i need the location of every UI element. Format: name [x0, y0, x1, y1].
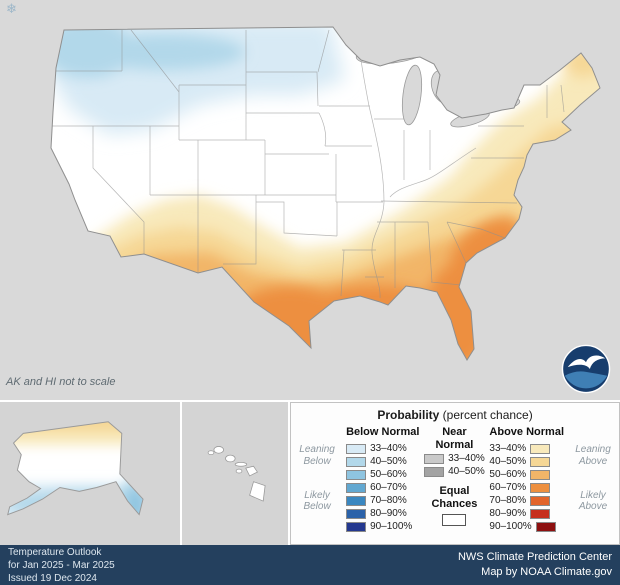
- range-label: 60–70%: [370, 482, 407, 493]
- footer-issued: Issued 19 Dec 2024: [8, 572, 97, 584]
- above-side-labels: Leaning Above Likely Above: [571, 426, 615, 533]
- footer-bar: Temperature Outlook for Jan 2025 - Mar 2…: [0, 545, 620, 585]
- alaska-inset-panel: [0, 402, 180, 545]
- legend-row: 80–90%: [489, 507, 564, 520]
- range-label: 50–60%: [370, 469, 407, 480]
- legend-row: 33–40%: [346, 442, 419, 455]
- legend-title-bold: Probability: [377, 408, 440, 422]
- noaa-logo-gull-icon: [567, 355, 606, 369]
- footer-credit: Map by NOAA Climate.gov: [481, 566, 612, 578]
- footer-period: for Jan 2025 - Mar 2025: [8, 559, 115, 571]
- scale-note: AK and HI not to scale: [6, 376, 116, 388]
- legend-row: 33–40%: [489, 442, 564, 455]
- legend-row: 90–100%: [489, 520, 564, 533]
- conus-map: [50, 26, 601, 361]
- state-borders: [52, 29, 565, 299]
- leaning-below-label: Leaning Below: [299, 444, 335, 467]
- near-normal-column: Near Normal 33–40% 40–50% Equal Chances: [424, 426, 485, 533]
- legend-title-rest: (percent chance): [439, 408, 533, 422]
- below-side-labels: Leaning Below Likely Below: [295, 426, 339, 533]
- equal-chances-swatch: [442, 514, 467, 527]
- footer-source: NWS Climate Prediction Center: [457, 551, 612, 564]
- leaning-above-label: Leaning Above: [575, 444, 611, 467]
- legend-row: 70–80%: [489, 494, 564, 507]
- below-swatch: [346, 495, 367, 506]
- range-label: 40–50%: [370, 456, 407, 467]
- alaska-inset-map: [7, 421, 144, 516]
- legend-row: 33–40%: [424, 452, 485, 465]
- near-normal-header: Near Normal: [435, 426, 474, 451]
- legend-title: Probability (percent chance): [295, 408, 615, 422]
- alaska-below-normal-region: [7, 477, 144, 515]
- above-normal-header: Above Normal: [489, 426, 564, 438]
- range-label: 70–80%: [489, 495, 527, 506]
- snowflake-icon: ❄: [6, 1, 17, 16]
- conus-map-area: ❄ AK and HI not to scale: [0, 0, 620, 400]
- legend-row: 40–50%: [489, 455, 564, 468]
- above-swatch: [530, 495, 551, 506]
- noaa-logo: [561, 344, 611, 394]
- legend-row: 90–100%: [346, 520, 419, 533]
- near-swatch: [424, 453, 445, 464]
- range-label: 40–50%: [489, 456, 527, 467]
- range-label: 33–40%: [448, 453, 485, 464]
- footer-left: Temperature Outlook for Jan 2025 - Mar 2…: [8, 546, 115, 585]
- range-label: 50–60%: [489, 469, 527, 480]
- legend-row: 40–50%: [424, 465, 485, 478]
- likely-below-label: Likely Below: [303, 489, 331, 513]
- range-label: 60–70%: [489, 482, 527, 493]
- bottom-strip: Probability (percent chance) Leaning Bel…: [0, 402, 620, 545]
- above-swatch: [530, 482, 551, 493]
- below-swatch: [346, 469, 367, 480]
- range-label: 90–100%: [489, 521, 532, 532]
- range-label: 33–40%: [489, 443, 527, 454]
- legend-row: 60–70%: [489, 481, 564, 494]
- below-swatch: [346, 482, 367, 493]
- legend-row: 60–70%: [346, 481, 419, 494]
- range-label: 33–40%: [370, 443, 407, 454]
- hawaii-inset-panel: [181, 402, 289, 545]
- legend-row: 50–60%: [489, 468, 564, 481]
- footer-title: Temperature Outlook: [8, 546, 102, 558]
- noaa-logo-wave: [564, 371, 608, 389]
- above-swatch: [535, 521, 556, 532]
- below-normal-column: Below Normal 33–40% 40–50% 50–60% 60–70%…: [346, 426, 419, 533]
- legend-row: 40–50%: [346, 455, 419, 468]
- hawaii-inset-map: [207, 446, 266, 502]
- legend-row: 70–80%: [346, 494, 419, 507]
- below-40-50-region: [51, 27, 245, 78]
- hawaii-islands: [207, 446, 266, 502]
- legend-row: 50–60%: [346, 468, 419, 481]
- likely-above-label: Likely Above: [578, 489, 608, 513]
- range-label: 40–50%: [448, 466, 485, 477]
- above-normal-column: Above Normal 33–40% 40–50% 50–60% 60–70%…: [489, 426, 564, 533]
- below-swatch: [346, 456, 367, 467]
- below-normal-header: Below Normal: [346, 426, 420, 438]
- range-label: 90–100%: [370, 521, 413, 532]
- range-label: 80–90%: [370, 508, 407, 519]
- above-swatch: [530, 469, 551, 480]
- range-label: 70–80%: [370, 495, 407, 506]
- alaska-above-normal-region: [7, 421, 144, 445]
- above-swatch: [530, 508, 551, 519]
- legend-row: 80–90%: [346, 507, 419, 520]
- us-outline: [50, 26, 601, 361]
- below-swatch: [346, 508, 367, 519]
- footer-right: NWS Climate Prediction Center Map by NOA…: [458, 550, 612, 580]
- below-swatch: [346, 521, 367, 532]
- alaska-outline: [7, 421, 144, 516]
- below-swatch: [346, 443, 367, 454]
- above-swatch: [530, 456, 551, 467]
- above-swatch: [530, 443, 551, 454]
- equal-chances-label: Equal Chances: [431, 485, 478, 510]
- near-swatch: [424, 466, 445, 477]
- legend-panel: Probability (percent chance) Leaning Bel…: [290, 402, 620, 545]
- range-label: 80–90%: [489, 508, 527, 519]
